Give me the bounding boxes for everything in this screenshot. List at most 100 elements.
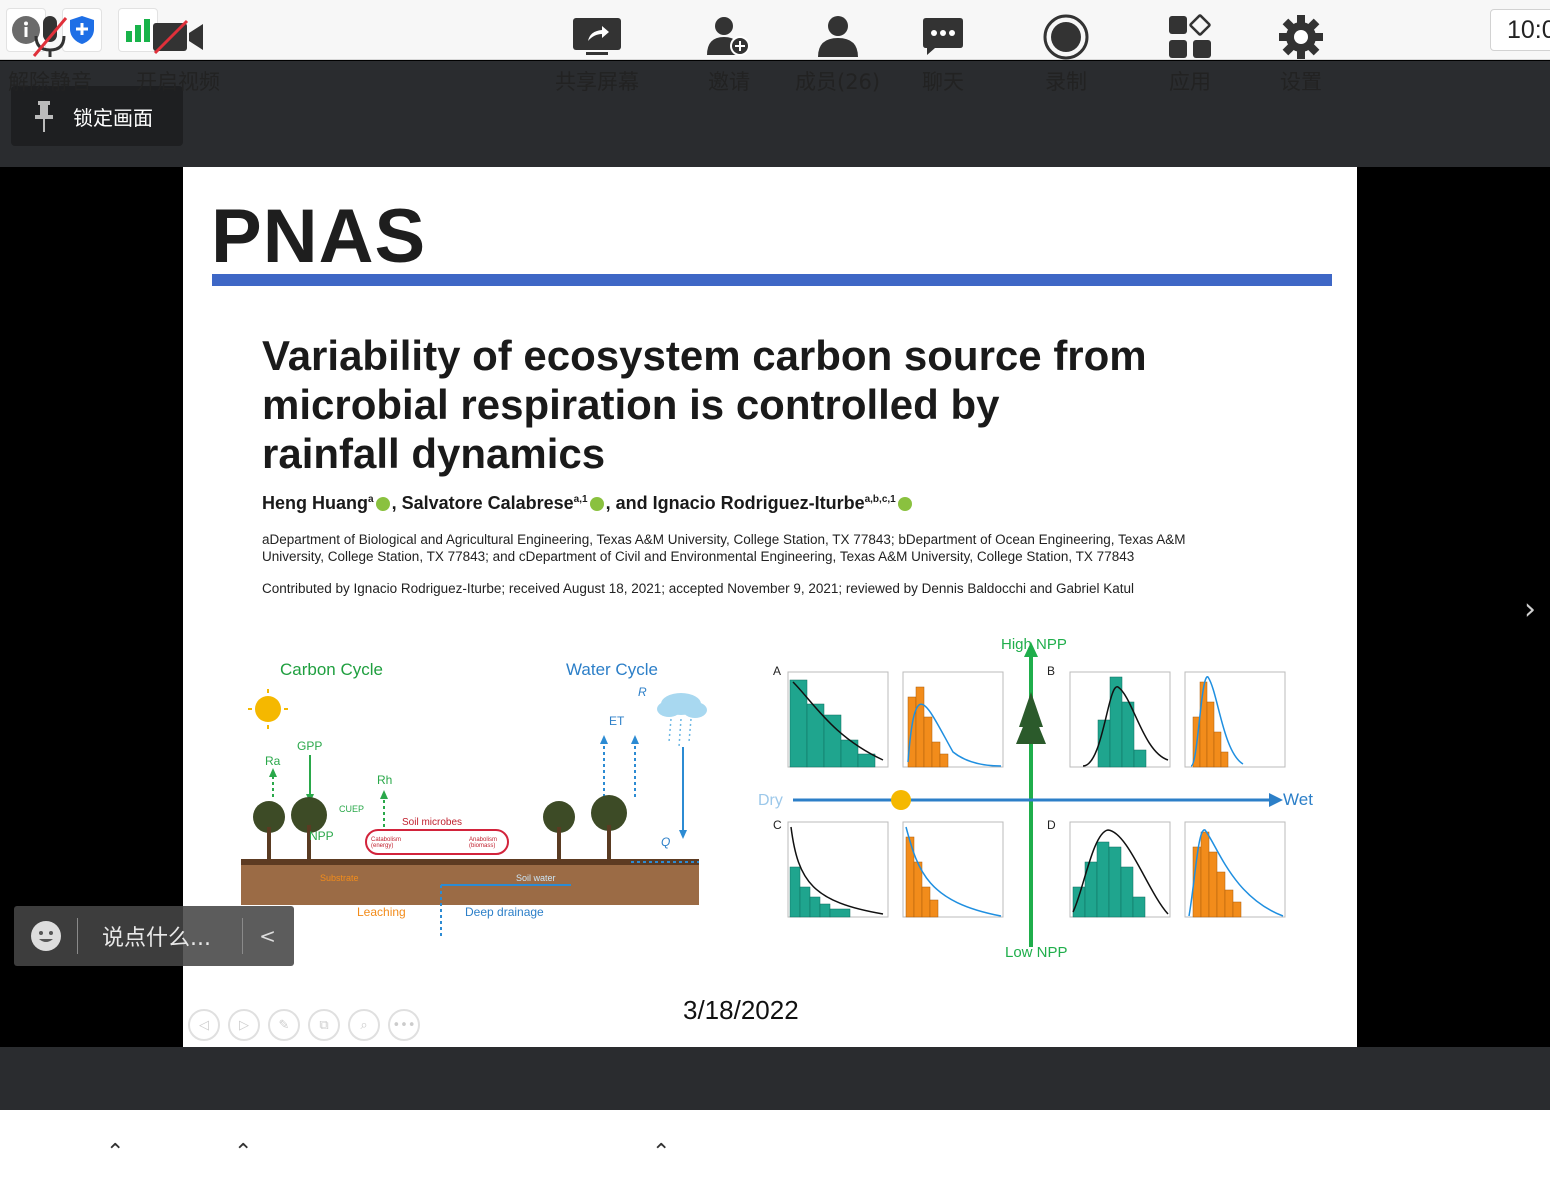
title-line: rainfall dynamics (262, 430, 606, 477)
audio-options-chevron-icon[interactable]: ⌃ (106, 1140, 125, 1165)
affiliation-line: University, College Station, TX 77843; a… (262, 549, 1135, 564)
gpp-label: GPP (297, 739, 323, 753)
paper-title: Variability of ecosystem carbon source f… (262, 331, 1162, 478)
slide-controls: ◁ ▷ ✎ ⧉ ⌕ ••• (188, 1009, 420, 1041)
start-video-label: 开启视频 (136, 70, 220, 94)
carbon-cycle-label: Carbon Cycle (280, 660, 383, 679)
logo-underline (212, 274, 1332, 286)
shield-icon (70, 16, 94, 44)
record-label: 录制 (1045, 70, 1087, 94)
slide-date: 3/18/2022 (683, 995, 799, 1025)
orcid-icon (897, 497, 912, 511)
zoom-button[interactable]: ⌕ (348, 1009, 380, 1041)
wet-label: Wet (1283, 790, 1313, 809)
distribution-figure: High NPP Low NPP Dry Wet A B C D (753, 632, 1323, 962)
invite-user-icon (707, 17, 750, 56)
share-screen-button[interactable]: 共享屏幕 (555, 12, 639, 96)
meeting-toolbar (0, 1110, 1550, 1204)
soil-water-label: Soil water (516, 873, 556, 883)
share-screen-icon (573, 18, 621, 55)
next-page-arrow-icon[interactable]: › (1524, 592, 1536, 627)
chat-button[interactable]: 聊天 (921, 12, 965, 96)
high-npp-label: High NPP (1001, 636, 1067, 653)
author-affil: a,b,c,1 (864, 494, 896, 505)
header-band (0, 61, 1550, 167)
start-video-button[interactable]: 开启视频 (136, 12, 220, 96)
rh-label: Rh (377, 773, 393, 787)
chat-input[interactable]: 说点什么... (102, 926, 211, 951)
record-icon (1043, 14, 1089, 60)
shared-slide: PNAS Variability of ecosystem carbon sou… (183, 167, 1357, 1047)
substrate-label: Substrate (320, 873, 359, 883)
cue-label: CUEP (339, 804, 365, 814)
author-name: Heng Huang (262, 493, 368, 513)
chat-bubble-icon (923, 18, 963, 55)
panel-c-label: C (773, 818, 782, 832)
footer-band (0, 1047, 1550, 1110)
author-affil: a,1 (573, 494, 588, 505)
share-options-chevron-icon[interactable]: ⌃ (652, 1140, 671, 1165)
prev-slide-button[interactable]: ◁ (188, 1009, 220, 1041)
orcid-icon (375, 497, 390, 511)
apps-grid-icon (1169, 14, 1211, 58)
r-label: R (638, 685, 647, 699)
mic-muted-icon (32, 16, 68, 57)
ra-label: Ra (265, 754, 281, 768)
apps-button[interactable]: 应用 (1167, 12, 1213, 96)
invite-label: 邀请 (708, 70, 750, 94)
invite-button[interactable]: 邀请 (706, 12, 752, 96)
water-cycle-label: Water Cycle (566, 660, 658, 679)
info-icon (12, 16, 40, 44)
author-affil: a (368, 494, 374, 505)
lock-screen-button[interactable]: 锁定画面 (11, 86, 183, 146)
affiliations: aDepartment of Biological and Agricultur… (262, 531, 1302, 565)
meeting-timer: 10:0 (1490, 9, 1550, 51)
pen-button[interactable]: ✎ (268, 1009, 300, 1041)
members-button[interactable]: 成员(26) (795, 12, 880, 96)
histogram-grid (787, 642, 1286, 947)
panel-b-label: B (1047, 664, 1056, 678)
anabolism-label: Anabolism (biomass) (469, 837, 498, 849)
smiley-icon (30, 921, 61, 951)
members-label: 成员(26) (795, 70, 881, 94)
catabolism-label: Catabolism (energy) (371, 837, 402, 849)
security-button[interactable] (62, 8, 102, 52)
chat-label: 聊天 (922, 70, 964, 94)
collapse-chat-button[interactable]: < (242, 918, 292, 954)
slides-overview-button[interactable]: ⧉ (308, 1009, 340, 1041)
dry-label: Dry (758, 792, 783, 809)
npp-label: NPP (309, 829, 334, 843)
record-button[interactable]: 录制 (1043, 12, 1089, 96)
soil-microbes-label: Soil microbes (402, 817, 463, 828)
title-line: microbial respiration is controlled by (262, 381, 1000, 428)
more-button[interactable]: ••• (388, 1009, 420, 1041)
video-options-chevron-icon[interactable]: ⌃ (234, 1140, 253, 1165)
unmute-button[interactable]: 解除静音 (8, 12, 92, 96)
gear-icon (1279, 15, 1323, 59)
next-slide-button[interactable]: ▷ (228, 1009, 260, 1041)
unmute-label: 解除静音 (8, 70, 92, 94)
q-label: Q (661, 835, 671, 849)
members-icon (817, 16, 858, 57)
cycle-illustration (241, 689, 707, 937)
chat-input-bar: 说点什么... < (14, 906, 294, 966)
settings-label: 设置 (1280, 70, 1322, 94)
pin-icon (35, 101, 53, 132)
emoji-button[interactable] (14, 918, 78, 954)
settings-button[interactable]: 设置 (1278, 12, 1324, 96)
et-label: ET (609, 714, 625, 728)
journal-logo: PNAS (211, 194, 427, 279)
panel-d-label: D (1047, 818, 1056, 832)
apps-label: 应用 (1169, 70, 1211, 94)
cycle-figure: Carbon Cycle Water Cycle Ra GPP CUEP NPP… (241, 647, 721, 947)
title-line: Variability of ecosystem carbon source f… (262, 332, 1147, 379)
deep-drainage-label: Deep drainage (465, 905, 544, 919)
lock-screen-label: 锁定画面 (73, 105, 153, 130)
signal-bars-icon (126, 19, 150, 42)
orcid-icon (589, 497, 604, 511)
panel-a-label: A (773, 664, 782, 678)
contribution-line: Contributed by Ignacio Rodriguez-Iturbe;… (262, 581, 1135, 596)
author-name: , and Ignacio Rodriguez-Iturbe (605, 493, 865, 513)
author-name: , Salvatore Calabrese (391, 493, 574, 513)
leaching-label: Leaching (357, 905, 406, 919)
